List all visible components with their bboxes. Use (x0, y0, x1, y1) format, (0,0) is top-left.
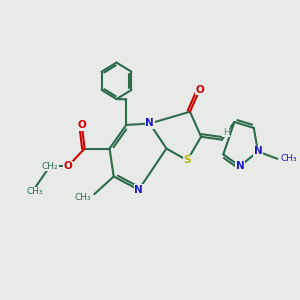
Text: N: N (254, 146, 262, 157)
Text: CH₃: CH₃ (26, 187, 43, 196)
Text: CH₃: CH₃ (281, 154, 297, 163)
Text: H: H (223, 128, 230, 137)
Text: O: O (77, 120, 86, 130)
Text: CH₃: CH₃ (75, 193, 92, 202)
Text: S: S (184, 155, 191, 165)
Text: N: N (146, 118, 154, 128)
Text: O: O (195, 85, 204, 94)
Text: N: N (134, 185, 143, 195)
Text: CH₂: CH₂ (42, 162, 58, 171)
Text: N: N (236, 161, 244, 171)
Text: O: O (64, 161, 72, 171)
